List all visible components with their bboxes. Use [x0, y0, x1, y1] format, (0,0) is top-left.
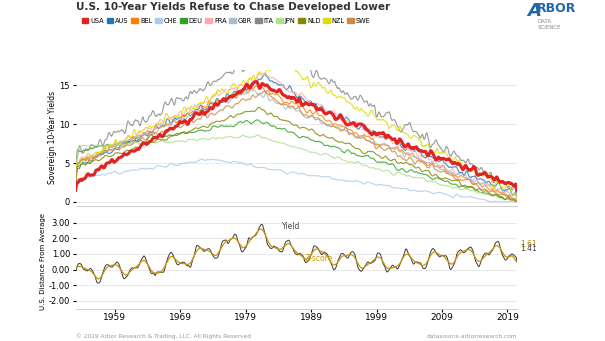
Text: Yield: Yield — [282, 222, 300, 231]
Text: datasource.arborresearch.com: datasource.arborresearch.com — [427, 334, 517, 339]
Text: 1.41: 1.41 — [520, 244, 537, 253]
Text: Z-score: Z-score — [305, 254, 333, 263]
Text: DATA
SCIENCE: DATA SCIENCE — [537, 19, 561, 30]
Text: 1.61: 1.61 — [520, 240, 537, 249]
Y-axis label: U.S. Distance From Average: U.S. Distance From Average — [40, 213, 46, 310]
Text: © 2019 Arbor Research & Trading, LLC. All Rights Reserved: © 2019 Arbor Research & Trading, LLC. Al… — [76, 333, 250, 339]
Y-axis label: Sovereign 10-Year Yields: Sovereign 10-Year Yields — [48, 91, 57, 184]
Text: U.S. 10-Year Yields Refuse to Chase Developed Lower: U.S. 10-Year Yields Refuse to Chase Deve… — [76, 2, 390, 12]
Text: A: A — [528, 2, 541, 20]
Text: RBOR: RBOR — [537, 2, 577, 15]
Legend: USA, AUS, BEL, CHE, DEU, FRA, GBR, ITA, JPN, NLD, NZL, SWE: USA, AUS, BEL, CHE, DEU, FRA, GBR, ITA, … — [79, 15, 373, 27]
